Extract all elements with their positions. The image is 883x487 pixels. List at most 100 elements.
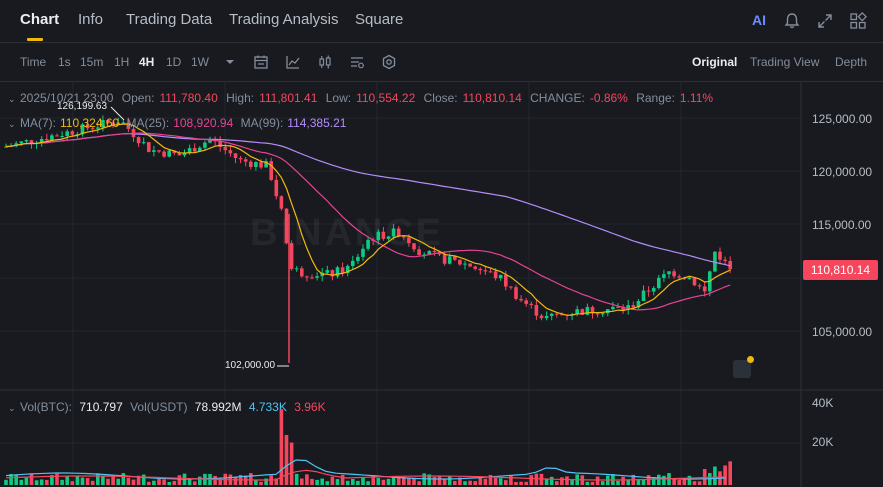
view-trading-view[interactable]: Trading View xyxy=(750,55,820,69)
candle-body xyxy=(65,131,69,136)
volume-bar xyxy=(167,481,171,485)
time-label[interactable]: Time xyxy=(20,55,47,69)
candle-body xyxy=(19,141,24,144)
volume-bar xyxy=(376,478,381,485)
candle-body xyxy=(463,263,467,265)
volume-bar xyxy=(330,476,335,485)
timeframe-1w[interactable]: 1W xyxy=(191,55,209,69)
current-price-badge: 110,810.14 xyxy=(803,260,878,280)
volume-bar xyxy=(325,481,330,485)
volume-bar xyxy=(19,479,24,485)
volume-bar xyxy=(34,480,39,485)
volume-bar xyxy=(539,473,544,485)
volume-bar xyxy=(432,476,437,485)
volume-bar xyxy=(345,480,350,485)
tab-trading-analysis[interactable]: Trading Analysis xyxy=(229,11,339,28)
candle-body xyxy=(447,256,452,264)
candle-body xyxy=(50,135,54,141)
candle-body xyxy=(330,270,335,277)
tab-chart[interactable]: Chart xyxy=(20,11,60,28)
volume-bar xyxy=(116,478,120,485)
candle-body xyxy=(483,270,488,272)
tab-square[interactable]: Square xyxy=(355,11,404,28)
timeframe-4h[interactable]: 4H xyxy=(139,55,155,69)
candlestick-type-icon[interactable] xyxy=(317,54,333,70)
volume-bar xyxy=(697,481,702,485)
timeframe-1h[interactable]: 1H xyxy=(114,55,130,69)
candle-body xyxy=(356,256,360,261)
candle-body xyxy=(402,236,406,238)
ma7-label: MA(7): xyxy=(20,116,56,130)
bell-icon[interactable] xyxy=(783,12,801,30)
volume-bar xyxy=(600,481,605,485)
candle-body xyxy=(611,306,615,310)
gear-icon[interactable] xyxy=(381,54,397,70)
timeframe-1d[interactable]: 1D xyxy=(166,55,182,69)
indicator-chart-icon[interactable] xyxy=(285,54,301,70)
candle-body xyxy=(223,146,228,151)
ohlc-row: 2025/10/21 23:00 Open: 111,780.40 High: 11… xyxy=(20,91,718,105)
fullscreen-icon[interactable] xyxy=(816,12,834,30)
ma7-line xyxy=(5,123,731,316)
volume-chart[interactable] xyxy=(0,391,800,487)
volume-bar xyxy=(570,479,574,485)
candle-body xyxy=(626,305,630,310)
collapse-ma-icon[interactable]: ⌄ xyxy=(8,119,16,129)
chevron-down-icon[interactable] xyxy=(222,54,238,70)
candle-body xyxy=(167,150,171,157)
volume-bar xyxy=(351,478,355,485)
candle-body xyxy=(427,251,432,255)
candle-body xyxy=(498,274,503,279)
candle-body xyxy=(136,137,141,144)
view-original[interactable]: Original xyxy=(692,55,738,69)
candle-body xyxy=(14,143,18,146)
candle-body xyxy=(284,208,289,244)
candle-body xyxy=(600,313,605,315)
candle-body xyxy=(458,259,462,265)
high-annotation: 126,199.63 xyxy=(57,101,108,112)
volume-bar xyxy=(4,479,8,485)
volume-row: Vol(BTC): 710.797 Vol(USDT) 78.992M 4.73… xyxy=(20,400,330,414)
volume-bar xyxy=(24,477,29,485)
timeframe-15m[interactable]: 15m xyxy=(80,55,104,69)
candle-body xyxy=(238,157,243,160)
candle-body xyxy=(636,301,641,308)
volume-bar xyxy=(187,478,192,485)
candle-body xyxy=(366,239,370,249)
volume-bar xyxy=(555,481,559,485)
layout-grid-icon[interactable] xyxy=(849,12,867,30)
volume-bar xyxy=(136,475,141,485)
tab-info[interactable]: Info xyxy=(78,11,104,28)
ai-icon[interactable]: AI xyxy=(752,12,766,28)
candle-body xyxy=(560,314,564,316)
volume-bar xyxy=(498,478,503,485)
calendar-icon[interactable] xyxy=(253,54,269,70)
volume-bar xyxy=(447,475,452,485)
candle-body xyxy=(549,313,554,316)
candle-body xyxy=(473,266,477,269)
price-chart[interactable] xyxy=(0,82,800,390)
candle-body xyxy=(677,276,681,278)
timeframe-1s[interactable]: 1s xyxy=(58,55,71,69)
candle-body xyxy=(646,290,651,292)
high-label: High: xyxy=(226,91,255,105)
candle-body xyxy=(325,270,330,273)
candle-body xyxy=(396,228,401,237)
vol-ma1-value: 4.733K xyxy=(248,400,287,414)
hide-indicators-button[interactable] xyxy=(733,360,751,378)
candle-body xyxy=(187,148,192,154)
collapse-volume-icon[interactable]: ⌄ xyxy=(8,403,16,413)
volume-bar xyxy=(249,473,253,485)
volume-bar xyxy=(356,480,360,485)
candle-body xyxy=(488,271,493,273)
candle-body xyxy=(294,268,299,270)
view-depth[interactable]: Depth xyxy=(835,55,868,69)
volume-bar xyxy=(218,478,222,485)
candle-body xyxy=(45,139,49,141)
candle-body xyxy=(641,290,646,302)
tab-trading-data[interactable]: Trading Data xyxy=(126,11,213,28)
collapse-ohlc-icon[interactable]: ⌄ xyxy=(8,94,16,104)
volume-bar xyxy=(80,477,85,485)
settings-sliders-icon[interactable] xyxy=(349,54,365,70)
candle-body xyxy=(243,159,248,162)
